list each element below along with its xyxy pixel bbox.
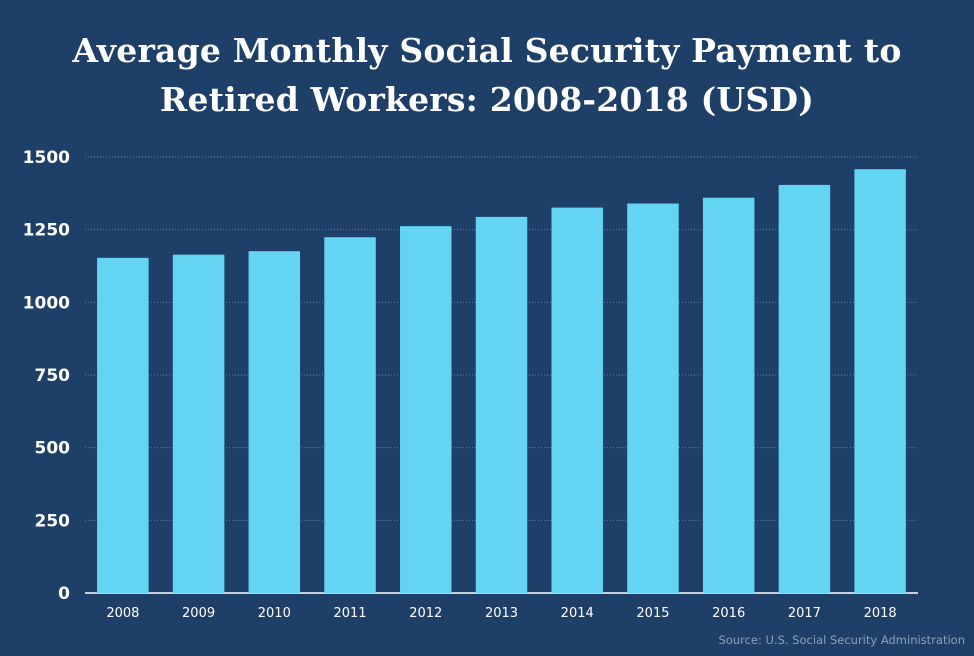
bar-2009 [172,254,225,593]
x-tick-label: 2011 [333,606,366,621]
x-tick-labels: 2008 2009 2010 2011 2012 2013 2014 2015 2016 2017… [106,606,896,621]
y-tick-label: 500 [35,439,71,459]
bar-2017 [778,184,831,594]
x-tick-label: 2013 [485,606,518,621]
y-tick-label: 1000 [23,293,70,313]
x-tick-label: 2008 [106,606,139,621]
y-tick-label: 1500 [23,148,70,168]
bar-2018 [854,169,906,593]
x-tick-label: 2017 [788,606,821,621]
chart-title-line-1: Average Monthly Social Security Payment … [72,31,902,70]
bar-2012 [400,226,452,594]
x-tick-label: 2009 [182,606,215,621]
bars [97,169,906,594]
chart-title-line-2: Retired Workers: 2008-2018 (USD) [159,80,815,119]
source-note: Source: U.S. Social Security Administrat… [718,633,966,647]
bar-2015 [627,203,679,594]
bar-2008 [97,257,149,593]
x-tick-label: 2016 [712,606,745,621]
chart-title: Average Monthly Social Security Payment … [0,26,974,124]
y-tick-labels: 0 250 500 750 1000 1250 1500 [23,148,70,604]
x-tick-label: 2014 [561,606,594,621]
x-tick-label: 2010 [258,606,291,621]
y-tick-label: 250 [35,511,71,531]
bar-2013 [475,216,528,594]
bar-2014 [551,207,603,594]
bar-2010 [248,251,301,593]
y-tick-label: 1250 [23,221,70,241]
x-tick-label: 2012 [409,606,442,621]
x-tick-label: 2015 [636,606,669,621]
y-tick-label: 0 [58,584,70,604]
bar-2016 [702,197,755,593]
x-tick-label: 2018 [864,606,897,621]
bar-2011 [324,237,376,593]
y-tick-label: 750 [35,366,71,386]
